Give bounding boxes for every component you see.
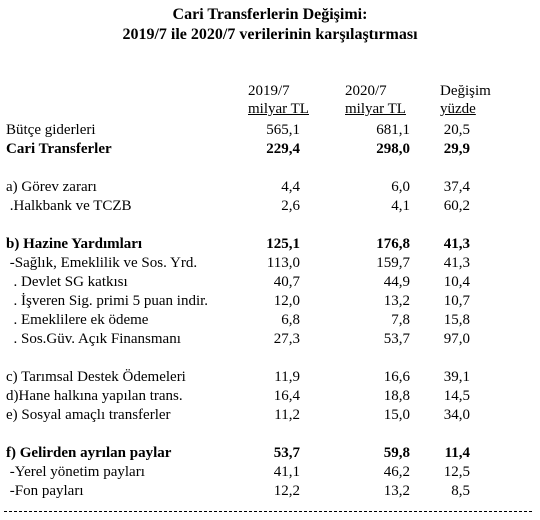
- column-header: milyar TL: [248, 101, 309, 117]
- cell-value: 44,9: [383, 274, 410, 290]
- cell-value: 12,2: [273, 483, 300, 499]
- cell-value: 11,4: [444, 445, 470, 461]
- row-label: b) Hazine Yardımları: [6, 236, 143, 252]
- cell-value: 13,2: [383, 293, 410, 309]
- title: Cari Transferlerin Değişimi:: [172, 6, 368, 23]
- column-header: milyar TL: [345, 101, 406, 117]
- column-header: yüzde: [440, 101, 476, 117]
- cell-value: 4,4: [281, 179, 300, 195]
- row-label: . Emeklilere ek ödeme: [6, 312, 149, 328]
- row-label: . Sos.Güv. Açık Finansmanı: [6, 331, 181, 347]
- cell-value: 15,8: [443, 312, 470, 328]
- cell-value: 176,8: [376, 236, 410, 252]
- cell-value: 37,4: [443, 179, 470, 195]
- row-label: -Fon payları: [6, 483, 84, 499]
- cell-value: 16,4: [273, 388, 300, 404]
- row-label: -Sağlık, Emeklilik ve Sos. Yrd.: [6, 255, 198, 271]
- cell-value: 11,9: [274, 369, 300, 385]
- cell-value: 18,8: [383, 388, 410, 404]
- cell-value: 53,7: [273, 445, 300, 461]
- cell-value: 34,0: [443, 407, 470, 423]
- row-label: . Devlet SG katkısı: [6, 274, 128, 290]
- cell-value: 60,2: [443, 198, 470, 214]
- cell-value: 229,4: [266, 141, 300, 157]
- cell-value: 159,7: [376, 255, 410, 271]
- cell-value: 2,6: [281, 198, 300, 214]
- cell-value: 41,1: [273, 464, 300, 480]
- cell-value: 59,8: [383, 445, 410, 461]
- cell-value: 97,0: [443, 331, 470, 347]
- row-label: -Yerel yönetim payları: [6, 464, 145, 480]
- row-label: e) Sosyal amaçlı transferler: [6, 407, 171, 423]
- cell-value: 125,1: [266, 236, 300, 252]
- cell-value: 27,3: [273, 331, 300, 347]
- subtitle: 2019/7 ile 2020/7 verilerinin karşılaştı…: [122, 26, 418, 43]
- cell-value: 29,9: [443, 141, 470, 157]
- column-header: 2020/7: [345, 83, 387, 99]
- row-label: d)Hane halkına yapılan trans.: [6, 388, 183, 404]
- cell-value: 7,8: [391, 312, 410, 328]
- cell-value: 6,8: [281, 312, 300, 328]
- row-label: . İşveren Sig. primi 5 puan indir.: [6, 293, 209, 309]
- cell-value: 15,0: [383, 407, 410, 423]
- cell-value: 39,1: [443, 369, 470, 385]
- cell-value: 8,5: [451, 483, 470, 499]
- column-header: 2019/7: [248, 83, 290, 99]
- column-header: Değişim: [440, 83, 491, 99]
- cell-value: 6,0: [391, 179, 410, 195]
- cell-value: 12,5: [443, 464, 470, 480]
- cell-value: 13,2: [383, 483, 410, 499]
- cell-value: 41,3: [443, 255, 470, 271]
- cell-value: 113,0: [266, 255, 300, 271]
- cell-value: 40,7: [273, 274, 300, 290]
- cell-value: 14,5: [443, 388, 470, 404]
- cell-value: 53,7: [383, 331, 410, 347]
- cell-value: 565,1: [266, 122, 300, 138]
- row-label: f) Gelirden ayrılan paylar: [6, 445, 172, 461]
- cell-value: 298,0: [376, 141, 410, 157]
- cell-value: 12,0: [273, 293, 300, 309]
- cell-value: 10,4: [443, 274, 470, 290]
- dashed-rule: [4, 511, 532, 512]
- row-label: .Halkbank ve TCZB: [6, 198, 132, 214]
- cell-value: 4,1: [391, 198, 410, 214]
- cell-value: 11,2: [274, 407, 300, 423]
- cell-value: 41,3: [443, 236, 470, 252]
- cell-value: 681,1: [376, 122, 410, 138]
- cell-value: 20,5: [443, 122, 470, 138]
- row-label: a) Görev zararı: [6, 179, 97, 195]
- cell-value: 10,7: [443, 293, 470, 309]
- cell-value: 46,2: [383, 464, 410, 480]
- row-label: c) Tarımsal Destek Ödemeleri: [6, 369, 186, 385]
- cell-value: 16,6: [383, 369, 410, 385]
- row-label: Bütçe giderleri: [6, 122, 96, 138]
- row-label: Cari Transferler: [6, 141, 112, 157]
